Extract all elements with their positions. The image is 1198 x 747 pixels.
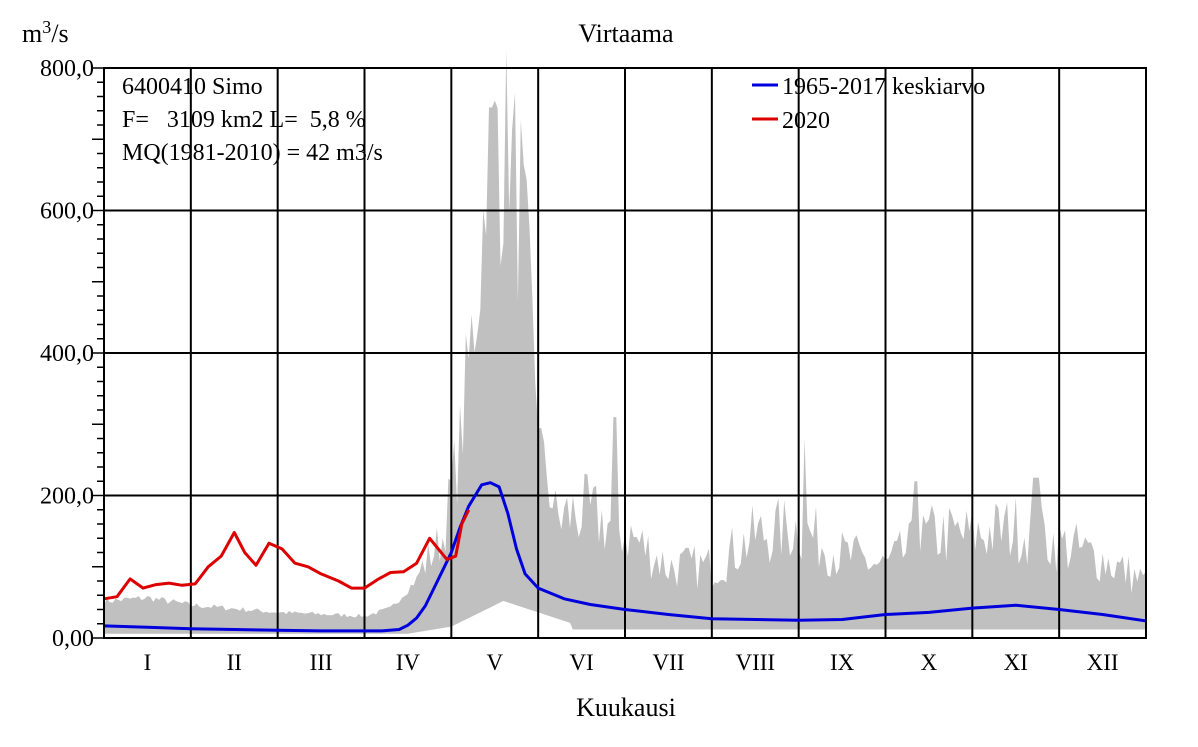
series-line-mean: [103, 481, 1147, 633]
month-label: VIII: [735, 650, 775, 675]
series-line-2020: [103, 509, 471, 601]
month-label: XII: [1087, 650, 1119, 675]
legend: 1965-2017 keskiarvo 2020: [752, 74, 985, 134]
y-tick-label: 400,0: [40, 341, 94, 367]
chart-title: Virtaama: [578, 19, 674, 48]
month-label: V: [486, 650, 503, 675]
month-label: VII: [652, 650, 684, 675]
month-label: IV: [396, 650, 421, 675]
x-axis-label: Kuukausi: [576, 693, 676, 722]
month-labels: I II III IV V VI VII VIII IX X XI XII: [144, 650, 1119, 675]
range-band: [104, 49, 1146, 634]
legend-label-2020: 2020: [782, 108, 830, 134]
y-axis-unit-per-s: /s: [51, 19, 68, 48]
month-label: II: [227, 650, 242, 675]
month-label: IX: [830, 650, 855, 675]
info-area: F= 3109 km2 L= 5,8 %: [122, 107, 366, 133]
y-axis-label: m3/s: [22, 17, 69, 48]
y-axis-unit-exp: 3: [42, 17, 51, 37]
month-label: X: [921, 650, 938, 675]
legend-label-mean: 1965-2017 keskiarvo: [782, 74, 985, 100]
month-label: III: [310, 650, 333, 675]
range-band-layer: [104, 49, 1146, 634]
y-tick-labels: 0,00 200,0 400,0 600,0 800,0: [40, 56, 94, 652]
month-label: I: [144, 650, 152, 675]
month-label: XI: [1004, 650, 1028, 675]
series-layer: [103, 481, 1147, 633]
info-station: 6400410 Simo: [122, 74, 263, 100]
y-tick-label: 600,0: [40, 199, 94, 225]
frame-layer: [92, 67, 1147, 639]
grid-layer: [104, 68, 1146, 638]
month-label: VI: [569, 650, 593, 675]
info-mq: MQ(1981-2010) = 42 m3/s: [122, 140, 383, 166]
y-axis-unit-m: m: [22, 19, 42, 48]
y-tick-label: 0,00: [52, 626, 94, 652]
y-tick-label: 800,0: [40, 56, 94, 82]
y-tick-label: 200,0: [40, 484, 94, 510]
